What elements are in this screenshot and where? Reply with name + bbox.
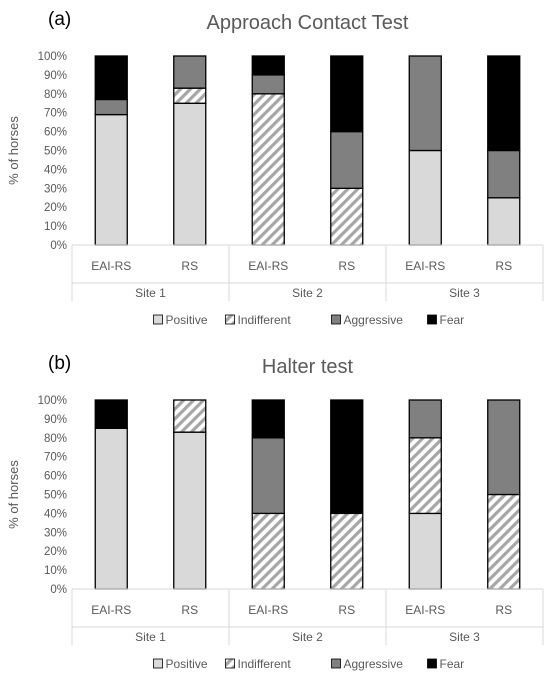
y-tick-label: 30% [44,527,67,539]
x-tick-label: EAI-RS [405,259,445,273]
y-axis-label: % of horses [6,116,21,185]
y-tick-label: 0% [50,584,67,596]
x-tick-label: RS [495,603,512,617]
legend-swatch-fear [427,658,437,669]
bar-aggressive-3 [330,130,364,189]
y-tick-label: 90% [44,414,67,426]
y-tick-label: 80% [44,89,67,101]
approach-contact-chart-panel: (a) Approach Contact Test % of horses 0% 10%… [0,0,550,344]
y-tick-label: 90% [44,70,67,82]
legend: Positive Indifferent Aggressive Fear [153,657,465,671]
legend-label-fear: Fear [440,657,465,671]
bar-indifferent-3 [330,512,364,590]
bar-positive-1 [173,431,207,590]
bar-fear-5 [487,55,521,152]
bar-aggressive-2 [251,437,285,515]
legend-swatch-aggressive [331,658,341,669]
bar-indifferent-2 [251,93,285,246]
y-tick-label: 20% [44,202,67,214]
y-tick-label: 50% [44,146,67,158]
group-label: Site 2 [292,630,323,644]
x-tick-label: EAI-RS [91,603,131,617]
group-label: Site 1 [135,630,166,644]
bar-fear-2 [251,399,285,439]
bar-aggressive-4 [408,399,442,439]
bar-aggressive-5 [487,149,521,199]
y-tick-label: 60% [44,127,67,139]
bar-indifferent-2 [251,512,285,590]
bar-positive-4 [408,149,442,246]
panel-label: (a) [48,9,71,30]
legend-label-positive: Positive [166,657,208,671]
bar-aggressive-0 [94,98,128,116]
legend-swatch-indifferent [225,314,235,325]
bar-indifferent-5 [487,493,521,590]
x-tick-label: EAI-RS [405,603,445,617]
y-tick-label: 100% [38,395,67,407]
panel-label: (b) [48,353,71,374]
legend-label-aggressive: Aggressive [344,657,404,671]
y-tick-label: 10% [44,221,67,233]
bar-aggressive-1 [173,55,207,89]
bar-positive-5 [487,197,521,246]
legend-label-indifferent: Indifferent [238,657,292,671]
bar-indifferent-3 [330,187,364,246]
x-tick-label: RS [495,259,512,273]
approach-contact-chart: (a) Approach Contact Test % of horses 0% 10%… [6,9,544,327]
bar-positive-0 [94,113,128,246]
y-tick-label: 40% [44,164,67,176]
x-tick-label: EAI-RS [248,259,288,273]
bar-positive-0 [94,427,128,590]
x-tick-label: RS [338,259,355,273]
group-label: Site 1 [135,286,166,300]
y-tick-label: 80% [44,433,67,445]
legend-label-aggressive: Aggressive [344,313,404,327]
legend-swatch-positive [153,658,163,669]
legend-label-positive: Positive [166,313,208,327]
y-tick-label: 40% [44,508,67,520]
group-label: Site 2 [292,286,323,300]
x-tick-label: RS [181,603,198,617]
y-tick-label: 50% [44,490,67,502]
legend-swatch-indifferent [225,658,235,669]
y-tick-label: 20% [44,546,67,558]
y-tick-label: 30% [44,183,67,195]
halter-test-chart-panel: (b) Halter test % of horses 0% 10% 20% 30% 40% 5… [0,344,550,688]
legend-label-fear: Fear [440,313,465,327]
y-tick-label: 70% [44,108,67,120]
legend-label-indifferent: Indifferent [238,313,292,327]
legend: Positive Indifferent Aggressive Fear [153,313,465,327]
bar-fear-3 [330,55,364,133]
bar-aggressive-4 [408,55,442,152]
y-tick-label: 10% [44,565,67,577]
bar-fear-3 [330,399,364,515]
y-axis-label: % of horses [6,460,21,529]
y-tick-label: 60% [44,471,67,483]
y-tick-label: 0% [50,240,67,252]
bar-aggressive-2 [251,74,285,95]
group-label: Site 3 [449,630,480,644]
halter-test-chart: (b) Halter test % of horses 0% 10% 20% 30% 40% 5… [6,353,544,671]
y-tick-label: 70% [44,452,67,464]
bar-fear-2 [251,55,285,76]
x-tick-label: RS [338,603,355,617]
bar-fear-0 [94,55,128,101]
legend-swatch-positive [153,314,163,325]
bar-indifferent-1 [173,87,207,104]
bar-indifferent-4 [408,437,442,515]
y-tick-label: 100% [38,51,67,63]
chart-title: Halter test [262,356,354,378]
x-tick-label: RS [181,259,198,273]
bar-fear-0 [94,399,128,430]
bar-positive-1 [173,102,207,246]
bar-aggressive-5 [487,399,521,496]
legend-swatch-aggressive [331,314,341,325]
x-tick-label: EAI-RS [91,259,131,273]
group-label: Site 3 [449,286,480,300]
x-tick-label: EAI-RS [248,603,288,617]
bar-indifferent-1 [173,399,207,433]
chart-title: Approach Contact Test [207,12,409,34]
bar-positive-4 [408,512,442,590]
legend-swatch-fear [427,314,437,325]
